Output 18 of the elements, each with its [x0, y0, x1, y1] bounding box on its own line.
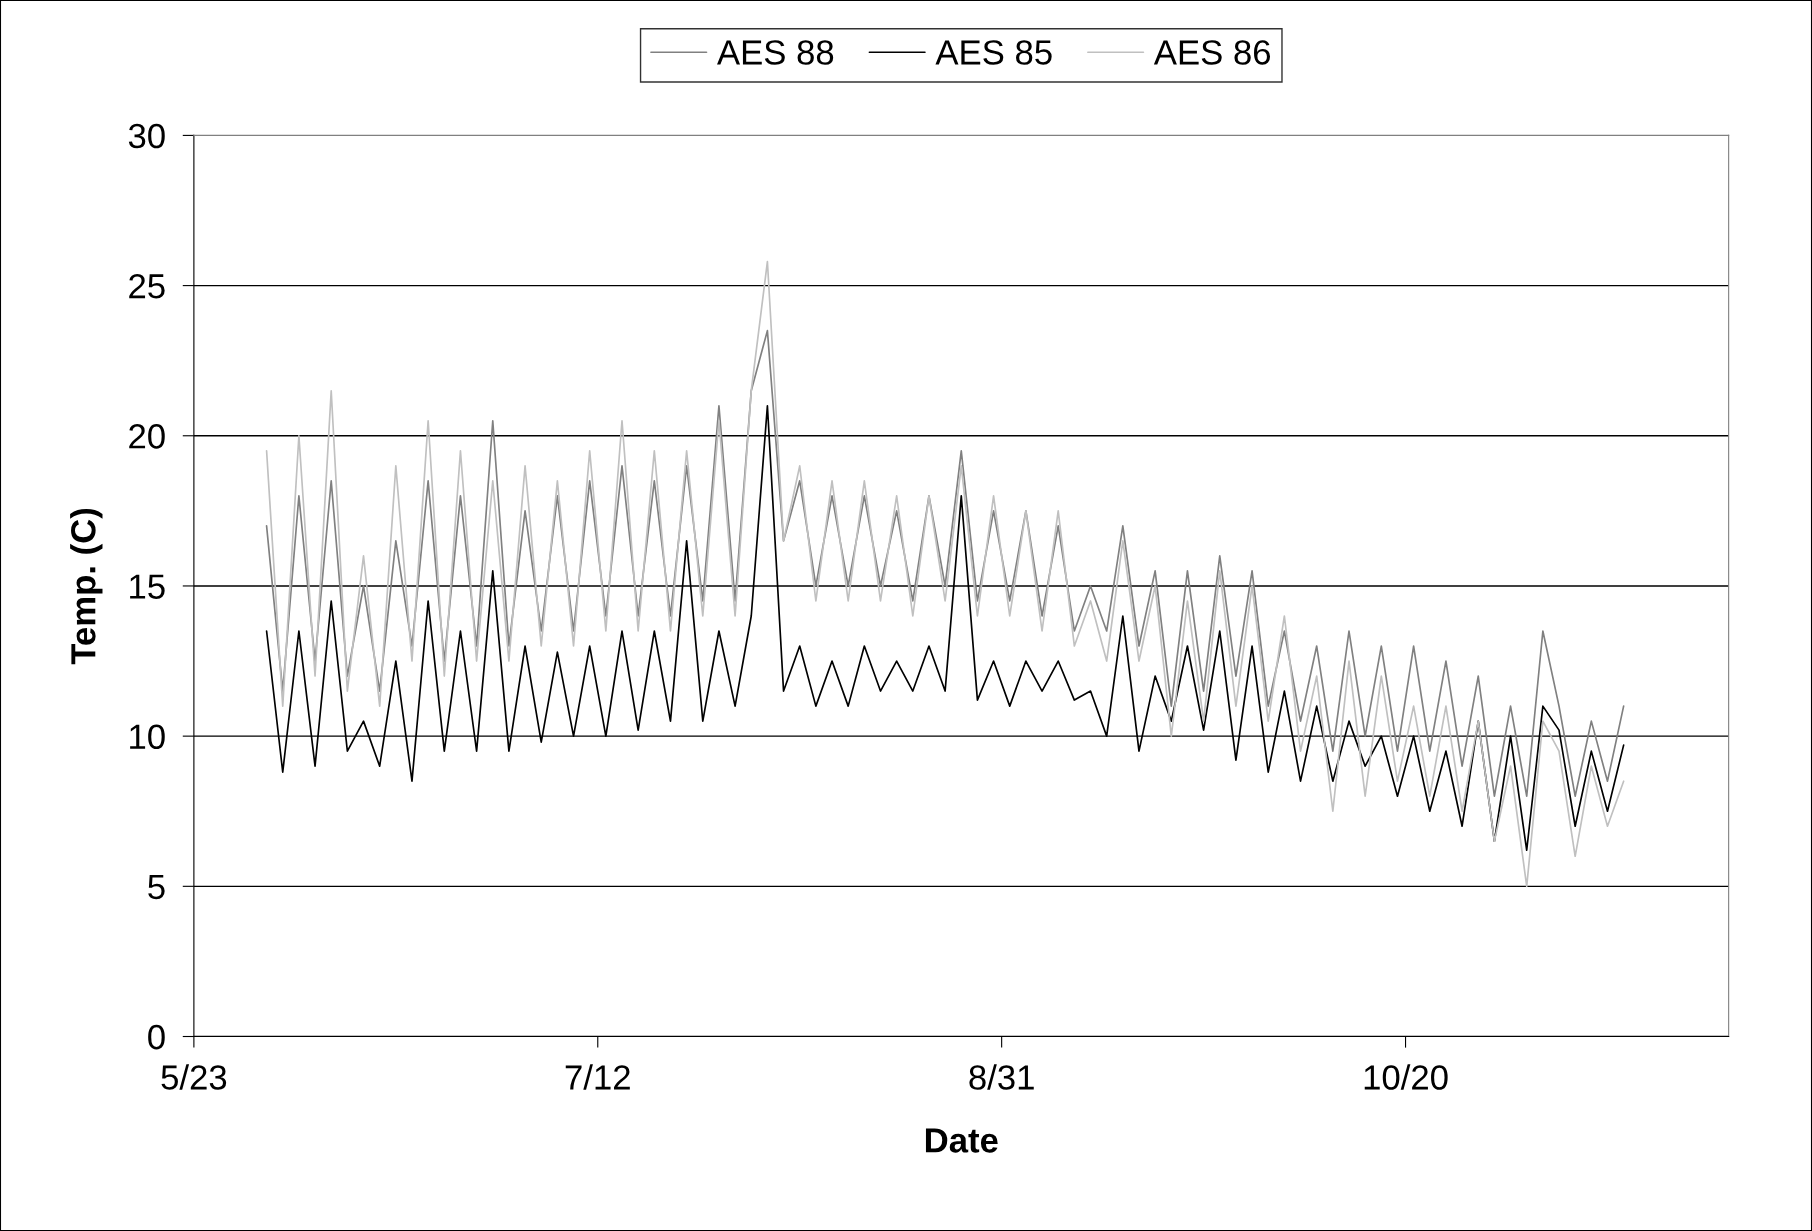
line-series	[265, 260, 1625, 888]
legend-label: AES 88	[717, 40, 834, 65]
x-tick-label: 7/12	[565, 1064, 630, 1090]
line-series	[265, 329, 1625, 798]
y-axis-title: Temp. (C)	[70, 508, 103, 665]
x-axis-title: Date	[925, 1128, 998, 1153]
y-tick-label: 25	[129, 273, 165, 299]
x-tick-label: 5/23	[161, 1064, 227, 1090]
y-tick-label: 0	[148, 1024, 165, 1050]
y-tick-label: 5	[148, 875, 165, 900]
y-tick-label: 15	[130, 574, 165, 599]
legend-label: AES 85	[935, 40, 1052, 65]
legend-label: AES 86	[1153, 40, 1271, 65]
x-tick-label: 8/31	[969, 1064, 1034, 1090]
y-tick-label: 30	[128, 123, 165, 149]
y-tick-label: 10	[130, 724, 165, 750]
x-tick-label: 10/20	[1364, 1064, 1448, 1090]
y-tick-label: 20	[129, 424, 165, 449]
